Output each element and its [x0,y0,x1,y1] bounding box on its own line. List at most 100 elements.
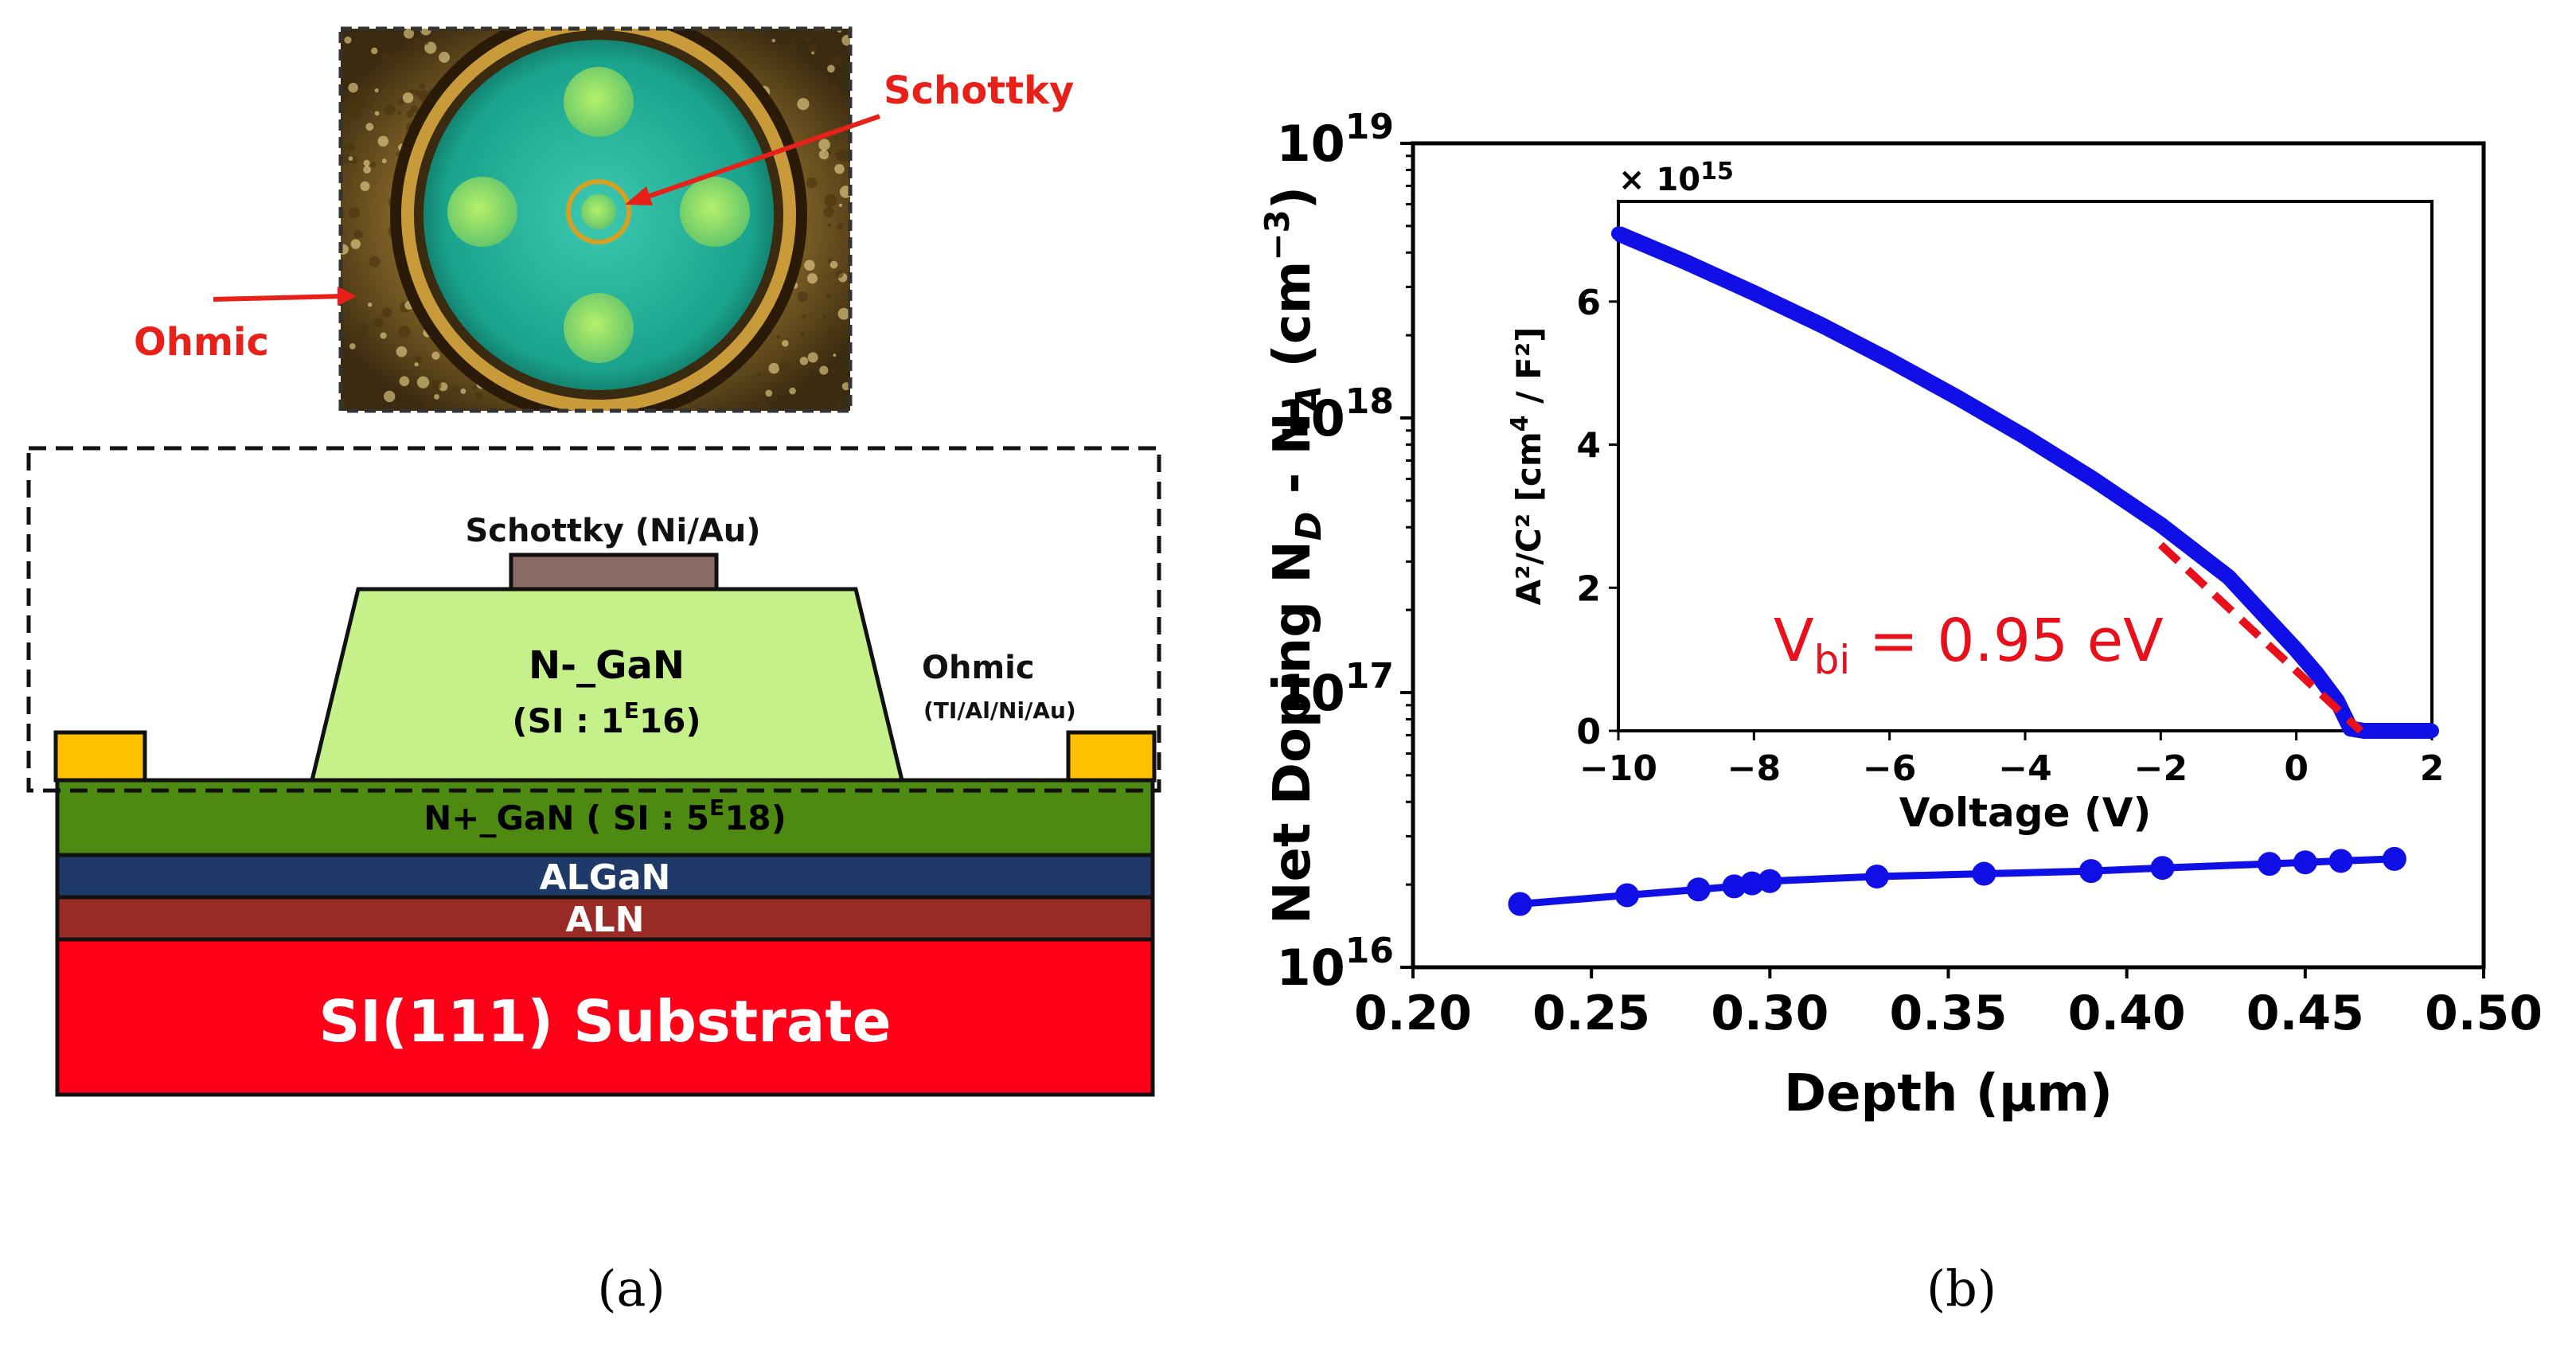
photo-speckle [424,41,429,45]
inset-y-tick-label: 6 [1576,283,1601,323]
photo-speckle [829,84,839,93]
photo-speckle [835,401,841,408]
photo-speckle [381,307,392,318]
photo-speckle [396,346,408,357]
photo-speckle [833,353,837,357]
inset-x-tick-label: −6 [1863,748,1916,789]
photo-speckle [806,177,818,189]
photo-speckle [369,256,381,267]
device-photo [341,29,850,411]
schottky-photo-label: Schottky [884,68,1074,113]
y-tick-label: 1017 [1276,656,1394,722]
photo-speckle [342,154,352,164]
photo-speckle [349,343,356,349]
pad-left [447,177,517,247]
x-tick-label: 0.20 [1354,986,1472,1041]
cv-data-point [1814,318,1829,333]
photo-speckle [414,362,419,367]
photo-frame [338,26,853,413]
cv-inset-chart: −10 −8 −6 −4 −2 0 2 0 2 4 6 × 1015 Voltage (V) A²/C² … [1506,158,2444,836]
cv-data-point [1611,226,1626,241]
photo-speckle [415,355,423,364]
photo-speckle [431,351,440,360]
photo-speckle [377,135,389,147]
photo-speckle [841,34,850,46]
ohmic-photo-label: Ohmic [134,320,269,365]
doping-data-point [1758,869,1782,893]
photo-speckle [827,64,835,73]
doping-data-point [2293,850,2317,875]
photo-speckle [835,270,844,279]
panel-b-caption: (b) [1926,1259,1996,1318]
photo-speckle [778,361,789,372]
photo-speckle [381,51,393,63]
photo-speckle [348,82,358,93]
photo-speckle [776,334,781,339]
y-tick-label: 1019 [1276,107,1394,173]
photo-speckle [471,385,477,390]
inset-y-axis-label: A²/C² [cm4 / F²] [1506,327,1548,606]
photo-speckle [380,81,385,86]
cv-data-point [2309,666,2324,681]
photo-speckle [370,47,378,55]
doping-data-point [1739,871,1764,896]
device-cross-section: SI(111) Substrate ALN ALGaN N+_GaN ( SI … [53,513,1157,1097]
photo-speckle [439,52,450,63]
photo-speckle [423,401,431,409]
photo-speckle [829,260,838,269]
ohmic-metals-label: (TI/Al/Ni/Au) [923,697,1076,724]
doping-data-point [1972,861,1996,886]
photo-speckle [419,82,426,89]
photo-speckle [826,327,839,340]
photo-speckle [787,41,798,52]
cv-data-point [2221,569,2236,584]
photo-speckle [806,273,818,284]
photo-speckle [363,166,371,174]
photo-speckle [431,380,442,391]
y-tick-label: 1018 [1276,381,1394,447]
schottky-arrow [640,114,880,201]
photo-speckle [740,29,751,41]
photo-speckle [360,181,370,191]
photo-speckle [413,89,420,96]
photo-speckle [404,29,415,39]
photo-speckle [345,143,356,152]
photo-speckle [350,239,361,249]
pad-right [680,177,750,247]
inset-x-tick-label: −10 [1579,748,1657,789]
pad-bottom [564,293,634,363]
photo-speckle [833,135,838,140]
doping-data-point [1508,892,1532,916]
inset-x-tick-label: −4 [1998,748,2051,789]
layer-algan [55,853,1155,900]
schottky-contact [509,553,719,592]
photo-speckle [765,389,773,397]
photo-speckle [363,159,370,166]
photo-speckle [797,98,810,111]
photo-speckle [349,207,361,219]
cv-data-point [2289,642,2304,658]
doping-data-point [2258,852,2281,877]
photo-speckle [834,163,845,174]
photo-speckle [800,332,805,337]
schottky-arrowhead [625,186,653,205]
photo-speckle [410,105,419,114]
photo-speckle [348,156,353,162]
photo-speckle [370,162,377,168]
photo-speckle [353,229,363,239]
mesa-label-line1: N-_GaN [529,643,685,688]
photo-speckle [830,54,842,66]
photo-speckle [782,339,789,347]
layer-substrate [55,937,1155,1097]
panel-a: Schottky Ohmic SI(111) Substrate ALN ALG… [26,26,1161,1318]
nplus-gan-label: N+_GaN ( SI : 5E18) [423,795,786,838]
photo-speckle [789,387,796,395]
photo-speckle [384,390,396,403]
photo-speckle [356,323,369,336]
doping-profile-chart: 0.20 0.25 0.30 0.35 0.40 0.45 0.50 1016 1017 1018… [1258,107,2543,1123]
y-axis-label: Net Doping ND - NA (cm−3) [1258,186,1329,924]
doping-data-point [1864,865,1889,889]
panel-a-caption: (a) [597,1259,665,1318]
photo-speckle [819,365,829,375]
photo-speckle [406,110,414,119]
